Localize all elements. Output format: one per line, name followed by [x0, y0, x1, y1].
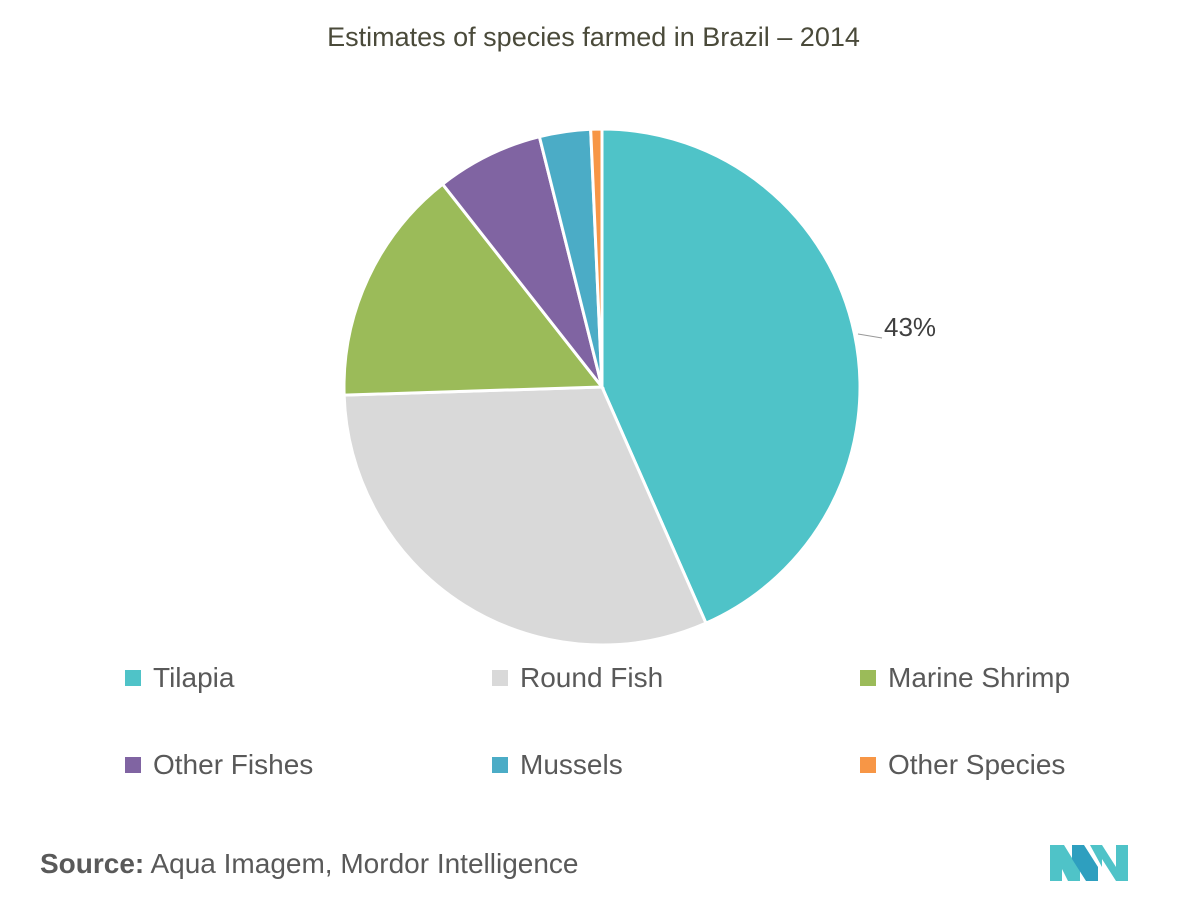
- data-label-tilapia: 43%: [884, 312, 937, 342]
- leader-line: [857, 333, 883, 339]
- pie-slice-marine-shrimp: [342, 182, 606, 397]
- legend-item: Mussels: [492, 749, 623, 781]
- legend-label: Mussels: [520, 749, 623, 780]
- legend-label: Marine Shrimp: [888, 662, 1071, 693]
- legend-swatch: [492, 670, 508, 686]
- legend-label: Other Species: [888, 749, 1066, 780]
- legend-label: Round Fish: [520, 662, 664, 693]
- chart-title: Estimates of species farmed in Brazil – …: [327, 22, 860, 52]
- legend-swatch: [492, 757, 508, 773]
- legend-item: Round Fish: [492, 662, 663, 694]
- legend-item: Tilapia: [125, 662, 234, 694]
- legend-label: Other Fishes: [153, 749, 314, 780]
- source-note: Source: Aqua Imagem, Mordor Intelligence: [40, 848, 578, 880]
- legend-label: Tilapia: [153, 662, 235, 693]
- pie-slice-other-fishes: [440, 134, 604, 388]
- source-text: Aqua Imagem, Mordor Intelligence: [144, 848, 579, 879]
- legend-item: Marine Shrimp: [860, 662, 1070, 694]
- legend-item: Other Species: [860, 749, 1065, 781]
- legend-swatch: [125, 670, 141, 686]
- pie-slice-round-fish: [342, 385, 708, 647]
- pie-slice-tilapia: [600, 127, 862, 626]
- legend-swatch: [860, 670, 876, 686]
- legend-swatch: [125, 757, 141, 773]
- legend-swatch: [860, 757, 876, 773]
- legend-item: Other Fishes: [125, 749, 313, 781]
- source-label: Source:: [40, 848, 145, 879]
- pie-slice-other-species: [589, 127, 604, 388]
- mordor-logo: [1050, 845, 1128, 881]
